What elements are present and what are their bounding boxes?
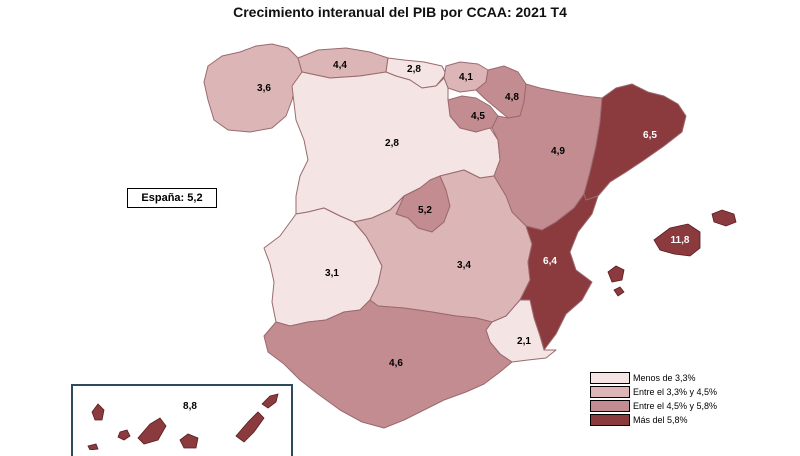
region-baleares-menorca (711, 209, 737, 227)
region-canarias-tenerife (137, 417, 167, 445)
legend-label: Más del 5,8% (633, 414, 688, 425)
legend-item: Menos de 3,3% (590, 371, 717, 384)
region-cataluna (583, 83, 687, 201)
legend-swatch-high (590, 399, 630, 412)
value-cataluna: 6,5 (643, 130, 657, 141)
value-extremadura: 3,1 (325, 268, 339, 279)
region-baleares-formentera (613, 286, 625, 297)
legend-item: Entre el 3,3% y 4,5% (590, 385, 717, 398)
value-c-valenciana: 6,4 (543, 256, 557, 267)
region-canarias-el-hierro (87, 443, 99, 450)
value-andalucia: 4,6 (389, 358, 403, 369)
value-navarra: 4,8 (505, 92, 519, 103)
region-canarias-gran-canaria (179, 433, 199, 449)
legend-label: Entre el 3,3% y 4,5% (633, 386, 718, 397)
legend-swatch-low (590, 371, 630, 384)
value-castilla-leon: 2,8 (385, 138, 399, 149)
region-canarias-fuerteventura (235, 411, 265, 443)
region-galicia (203, 43, 303, 133)
legend-item: Más del 5,8% (590, 413, 717, 426)
legend-label: Menos de 3,3% (633, 372, 696, 383)
region-canarias-la-gomera (117, 429, 131, 441)
map-title: Crecimiento interanual del PIB por CCAA:… (233, 4, 567, 20)
value-murcia: 2,1 (517, 336, 531, 347)
region-canarias-lanzarote (261, 393, 279, 409)
value-pais-vasco: 4,1 (459, 72, 473, 83)
region-andalucia (263, 299, 513, 429)
region-baleares-ibiza (607, 265, 625, 283)
legend-item: Entre el 4,5% y 5,8% (590, 399, 717, 412)
legend-swatch-top (590, 413, 630, 426)
legend: Menos de 3,3% Entre el 3,3% y 4,5% Entre… (590, 371, 717, 427)
value-galicia: 3,6 (257, 83, 271, 94)
value-asturias: 4,4 (333, 60, 347, 71)
value-castilla-la-mancha: 3,4 (457, 260, 471, 271)
value-baleares: 11,8 (671, 235, 690, 246)
canary-islands-inset-frame (71, 384, 293, 456)
legend-label: Entre el 4,5% y 5,8% (633, 400, 718, 411)
value-la-rioja: 4,5 (471, 111, 485, 122)
legend-swatch-mid (590, 385, 630, 398)
value-canarias: 8,8 (183, 401, 197, 412)
value-aragon: 4,9 (551, 146, 565, 157)
region-baleares-mallorca (653, 223, 701, 257)
value-cantabria: 2,8 (407, 64, 421, 75)
region-canarias-la-palma (91, 403, 105, 421)
national-value-box: España: 5,2 (127, 188, 217, 208)
value-madrid: 5,2 (418, 205, 432, 216)
